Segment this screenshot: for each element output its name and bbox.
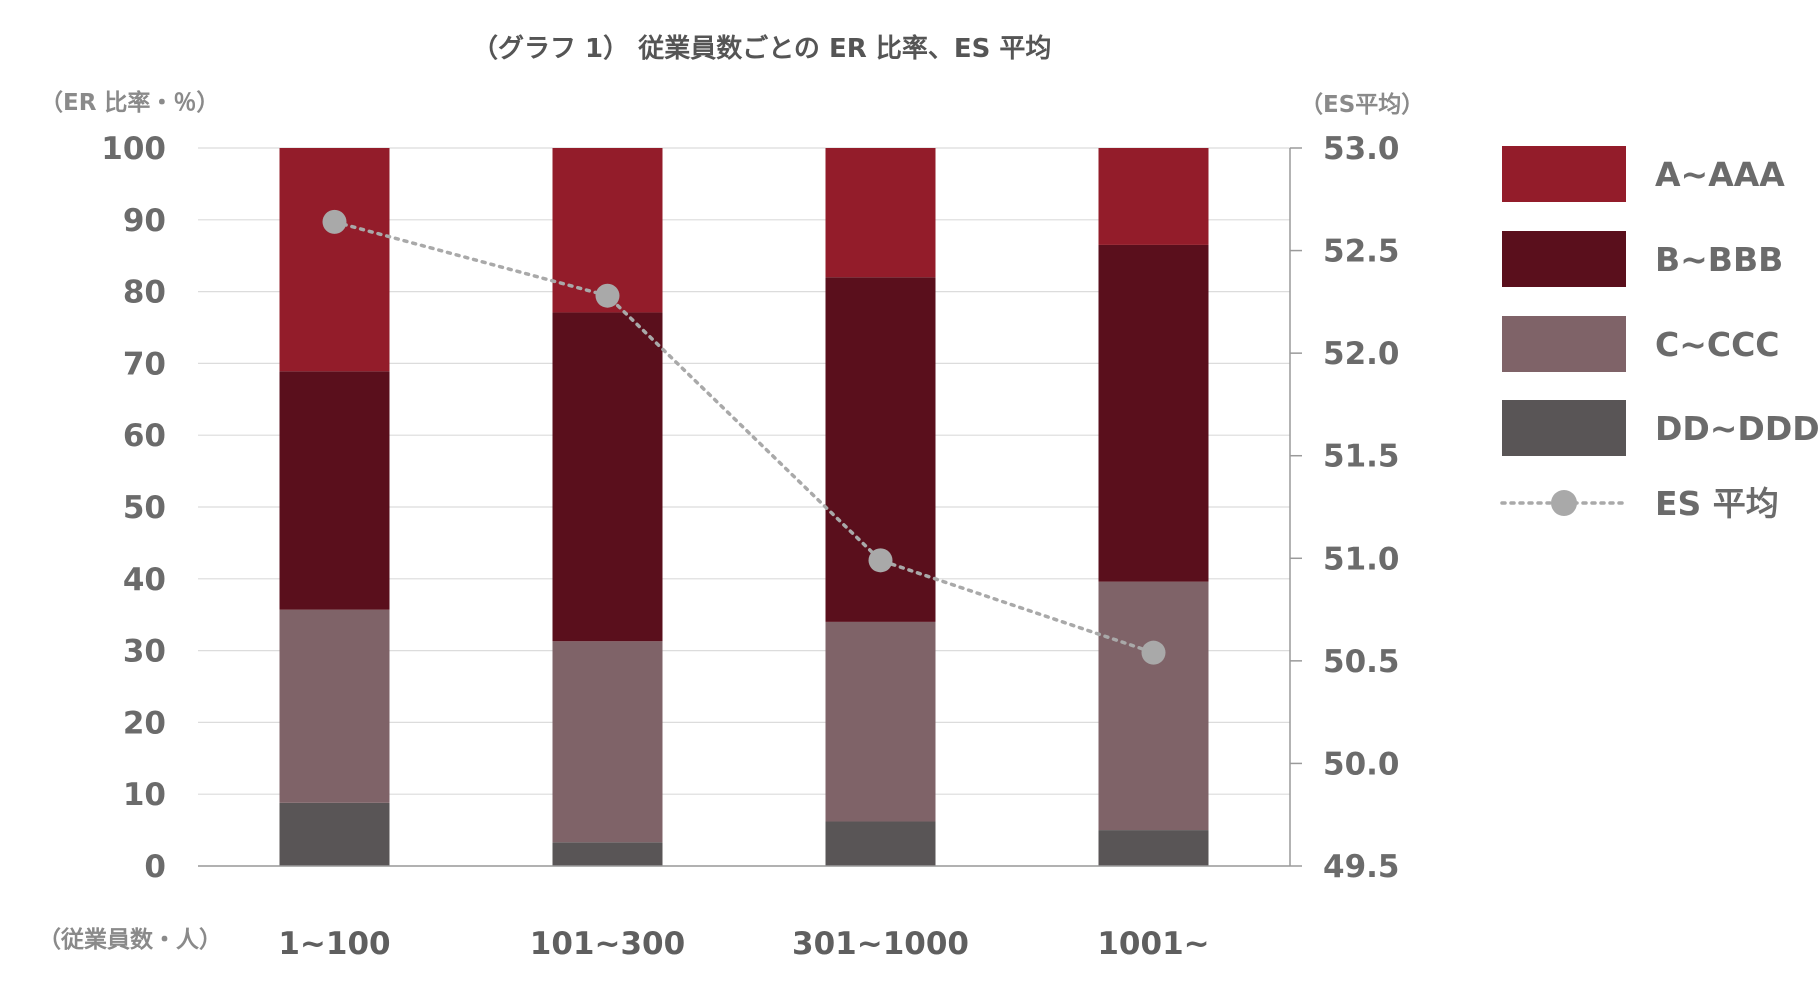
legend: A~AAA B~BBB C~CCC DD~DDD ES 平均 xyxy=(1500,146,1818,523)
legend-label: ES 平均 xyxy=(1655,484,1779,523)
es-point xyxy=(322,209,347,234)
y-tick-label: 100 xyxy=(101,131,166,167)
y2-tick-label: 51.0 xyxy=(1323,541,1400,577)
y2-tick-label: 50.0 xyxy=(1323,746,1400,782)
bar-segment xyxy=(552,641,663,843)
axes: 0 10 20 30 40 50 60 70 80 90 100 49.5 50.0 50.5 51.0 51… xyxy=(101,131,1399,962)
bar-segment xyxy=(1098,581,1209,831)
y-tick-label: 10 xyxy=(123,777,166,813)
y2-axis-label: （ES平均） xyxy=(1300,91,1424,118)
es-point xyxy=(595,283,620,308)
bar-segment xyxy=(279,371,390,610)
x-tick-label: 301~1000 xyxy=(792,926,969,962)
y-tick-label: 0 xyxy=(144,849,166,885)
es-average-line xyxy=(322,209,1166,665)
bar-segment xyxy=(825,821,936,866)
y2-tick-label: 53.0 xyxy=(1323,131,1400,167)
legend-label: C~CCC xyxy=(1655,325,1780,364)
bar-segment xyxy=(825,148,936,278)
legend-label: B~BBB xyxy=(1655,240,1783,279)
y2-tick-label: 52.5 xyxy=(1323,234,1400,270)
y-tick-label: 70 xyxy=(123,346,166,382)
legend-swatch xyxy=(1502,316,1626,372)
legend-swatch xyxy=(1502,146,1626,202)
bar-segment xyxy=(1098,830,1209,866)
bar-segment xyxy=(1098,244,1209,582)
legend-label: DD~DDD xyxy=(1655,409,1818,448)
bar-segment xyxy=(1098,148,1209,245)
bar-segment xyxy=(279,802,390,866)
bar-segment xyxy=(279,148,390,372)
x-tick-label: 1001~ xyxy=(1097,926,1209,962)
es-point xyxy=(868,548,893,573)
y2-tick-label: 52.0 xyxy=(1323,336,1400,372)
legend-swatch xyxy=(1502,231,1626,287)
y-axis-label: （ER 比率・％） xyxy=(40,89,219,116)
legend-label: A~AAA xyxy=(1655,155,1785,194)
x-axis-label: （従業員数・人） xyxy=(38,926,222,953)
bar-segment xyxy=(552,842,663,866)
bars xyxy=(279,148,1209,866)
y-tick-label: 30 xyxy=(123,634,166,670)
y-tick-label: 60 xyxy=(123,418,166,454)
y-tick-label: 20 xyxy=(123,705,166,741)
x-tick-label: 101~300 xyxy=(530,926,685,962)
bar-segment xyxy=(279,609,390,803)
y2-tick-label: 49.5 xyxy=(1323,849,1400,885)
y2-tick-label: 51.5 xyxy=(1323,439,1400,475)
legend-line-marker xyxy=(1551,490,1577,516)
es-line xyxy=(332,220,1156,655)
x-tick-label: 1~100 xyxy=(278,926,390,962)
y-tick-label: 50 xyxy=(123,490,166,526)
y-tick-label: 90 xyxy=(123,203,166,239)
bar-segment xyxy=(552,312,663,642)
y-tick-label: 80 xyxy=(123,275,166,311)
bar-segment xyxy=(825,621,936,822)
es-point xyxy=(1141,640,1166,665)
y2-tick-label: 50.5 xyxy=(1323,644,1400,680)
y-tick-label: 40 xyxy=(123,562,166,598)
legend-swatch xyxy=(1502,400,1626,456)
chart-title: （グラフ 1） 従業員数ごとの ER 比率、ES 平均 xyxy=(472,33,1051,64)
